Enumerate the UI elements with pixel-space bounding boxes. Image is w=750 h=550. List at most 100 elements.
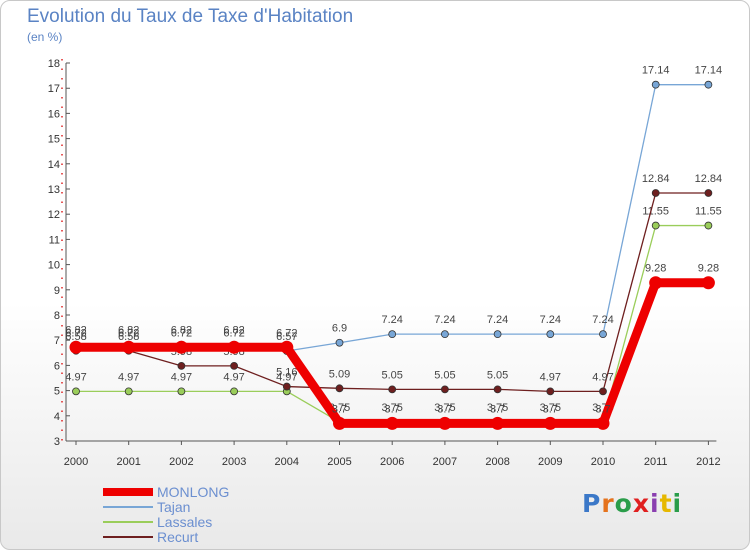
x-tick-label: 2011 [644,456,668,468]
data-point [543,416,557,430]
data-point [440,385,449,394]
data-label: 4.97 [171,371,192,383]
x-tick-label: 2003 [222,456,246,468]
data-point [546,387,555,396]
series-line [76,84,709,352]
y-tick-label: 8 [54,310,60,322]
legend-swatch [103,521,153,523]
y-tick-label: 7 [54,335,60,347]
x-tick-label: 2010 [591,456,615,468]
data-label: 3.75 [434,402,455,414]
data-label: 3.75 [381,402,402,414]
brand-letter: r [601,489,615,518]
data-label: 6.72 [276,327,297,339]
data-point [333,416,346,430]
data-point [69,340,83,354]
y-tick-label: 3 [54,436,60,448]
data-point [72,387,80,396]
data-label: 7.24 [592,314,613,326]
data-label: 11.55 [695,206,722,218]
data-label: 6.82 [171,325,192,337]
data-label: 3.75 [540,402,561,414]
data-label: 6.82 [65,325,86,337]
data-point [230,362,239,370]
brand-letter: i [650,489,660,518]
y-tick-label: 17 [48,83,60,95]
data-label: 6.72 [118,327,139,339]
data-point [599,330,607,339]
data-label: 6.72 [223,327,244,339]
x-tick-label: 2009 [538,456,562,468]
series-monlong: 6.72 6.72 6.72 6.72 6.72 3.7 3.7 3.7 3.7 3.7 3.7 9.… [65,263,719,430]
y-tick-label: 18 [48,58,60,70]
data-point [282,382,291,391]
data-point [438,416,452,430]
data-point [546,330,555,339]
chart-title: Evolution du Taux de Taxe d'Habitation [27,6,354,27]
data-point [385,416,399,430]
data-point [177,387,186,396]
data-label: 5.09 [329,368,350,380]
y-tick-label: 9 [54,285,60,297]
data-label: 4.97 [592,371,613,383]
data-point [651,221,660,230]
data-point [651,189,660,197]
y-tick-label: 6 [54,360,60,372]
brand-letter: t [659,489,673,518]
data-point [651,80,660,89]
legend-label: Lassales [157,514,213,530]
x-tick-label: 2006 [380,456,404,468]
y-tick-label: 13 [48,184,60,196]
data-label: 4.97 [540,371,561,383]
data-label: 3.7 [385,403,400,415]
brand-letter: x [632,489,650,518]
legend-label: Tajan [157,499,191,515]
data-point [701,276,715,290]
data-label: 3.7 [490,403,505,415]
x-tick-label: 2004 [275,456,299,468]
data-label: 6.58 [65,331,86,343]
data-label: 6.72 [171,327,192,339]
y-tick-label: 15 [48,134,60,146]
data-point [649,276,663,290]
data-point [704,189,713,197]
data-point [493,330,502,339]
data-label: 4.97 [223,371,244,383]
brand-logo: Proxiti [582,489,682,518]
data-point [335,384,344,393]
data-point [388,385,397,394]
series-recurt: 6.586.585.985.985.165.095.055.055.054.97… [65,173,723,396]
x-tick-label: 2007 [433,456,457,468]
data-label: 11.55 [642,206,669,218]
y-tick-label: 14 [48,159,60,171]
data-point [704,221,713,230]
x-tick-label: 2002 [169,456,193,468]
data-label: 3.7 [332,403,347,415]
y-tick-label: 10 [48,260,60,272]
series-line [76,192,709,393]
data-label: 6.82 [118,325,139,337]
data-point [440,330,449,339]
data-label: 9.28 [698,263,719,275]
data-label: 17.14 [642,65,670,77]
data-label: 5.05 [434,369,455,381]
y-tick-label: 5 [54,386,60,398]
data-label: 3.7 [595,403,610,415]
y-tick-label: 4 [54,411,60,423]
data-point [335,338,344,347]
data-label: 17.14 [695,65,723,77]
data-label: 12.84 [695,173,723,185]
legend-label: MONLONG [157,484,230,500]
data-label: 7.24 [381,314,402,326]
legend-swatch [103,488,153,496]
data-point [230,387,239,396]
legend-swatch [103,536,153,538]
legend-label: Recurt [157,529,199,545]
x-tick-label: 2008 [485,456,509,468]
data-point [388,330,397,339]
data-label: 3.75 [487,402,508,414]
data-point [124,387,133,396]
x-tick-label: 2005 [327,456,351,468]
data-label: 3.7 [543,403,558,415]
